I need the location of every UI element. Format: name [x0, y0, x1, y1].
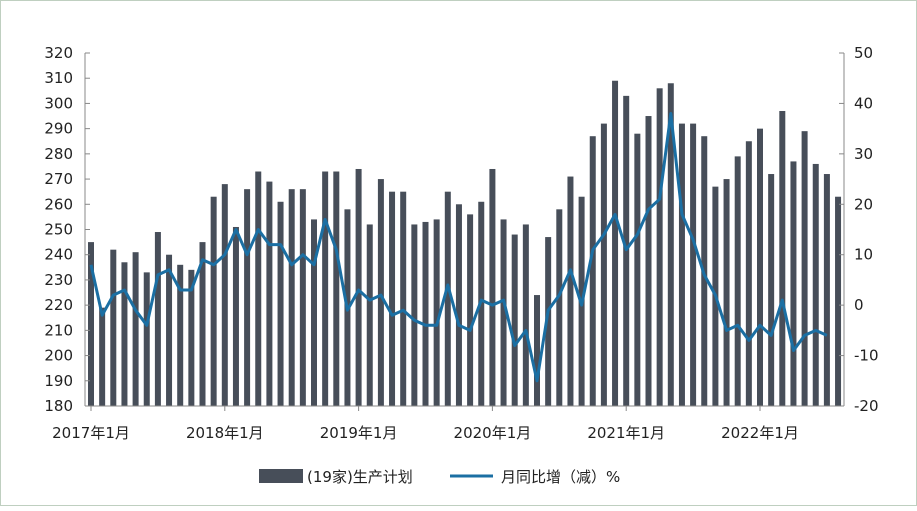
bar	[322, 172, 328, 406]
right-tick-label: 0	[854, 296, 864, 314]
bar	[99, 308, 105, 406]
bar	[679, 124, 685, 406]
bar	[222, 184, 228, 406]
left-tick-label: 300	[44, 94, 73, 112]
bar	[155, 232, 161, 406]
left-tick-label: 180	[44, 397, 73, 415]
bar	[144, 272, 150, 406]
bar	[400, 192, 406, 406]
right-tick-label: -10	[854, 347, 879, 365]
left-tick-label: 250	[44, 221, 73, 239]
legend-bar-label: (19家)生产计划	[307, 468, 413, 486]
bar	[690, 124, 696, 406]
bar	[333, 172, 339, 406]
bar	[790, 161, 796, 406]
bar	[311, 219, 317, 406]
bar	[289, 189, 295, 406]
right-tick-label: 50	[854, 44, 873, 62]
bar	[367, 224, 373, 406]
bar	[456, 204, 462, 406]
bar	[211, 197, 217, 406]
bar	[278, 202, 284, 406]
left-tick-label: 210	[44, 321, 73, 339]
bar	[467, 214, 473, 406]
left-tick-label: 190	[44, 372, 73, 390]
right-tick-label: 40	[854, 94, 873, 112]
bar	[724, 179, 730, 406]
right-tick-label: -20	[854, 397, 879, 415]
right-tick-label: 10	[854, 246, 873, 264]
bar	[389, 192, 395, 406]
bar	[634, 134, 640, 406]
bar	[300, 189, 306, 406]
bar	[567, 177, 573, 406]
bar	[255, 172, 261, 406]
bar	[612, 81, 618, 406]
left-tick-label: 290	[44, 120, 73, 138]
left-tick-label: 270	[44, 170, 73, 188]
x-tick-label: 2021年1月	[587, 424, 665, 442]
bar	[166, 255, 172, 406]
legend: (19家)生产计划 月同比增（减）%	[259, 468, 620, 486]
bar	[534, 295, 540, 406]
x-tick-label: 2018年1月	[186, 424, 264, 442]
bar	[356, 169, 362, 406]
left-tick-label: 310	[44, 69, 73, 87]
legend-line-label: 月同比增（减）%	[501, 468, 620, 486]
bar	[512, 235, 518, 406]
bar	[779, 111, 785, 406]
bar	[378, 179, 384, 406]
bar	[757, 129, 763, 406]
left-tick-label: 240	[44, 246, 73, 264]
bar	[768, 174, 774, 406]
left-tick-label: 260	[44, 195, 73, 213]
bar	[746, 141, 752, 406]
x-tick-label: 2019年1月	[320, 424, 398, 442]
bar	[835, 197, 841, 406]
bar	[523, 224, 529, 406]
right-tick-label: 20	[854, 195, 873, 213]
left-tick-label: 320	[44, 44, 73, 62]
bar	[824, 174, 830, 406]
bar	[657, 88, 663, 406]
x-tick-label: 2017年1月	[52, 424, 130, 442]
bar	[489, 169, 495, 406]
bar	[266, 182, 272, 406]
bar	[244, 189, 250, 406]
bar	[802, 131, 808, 406]
bar	[813, 164, 819, 406]
legend-bar-swatch	[259, 469, 303, 483]
bar	[735, 156, 741, 406]
bar	[233, 227, 239, 406]
bar	[646, 116, 652, 406]
left-tick-label: 200	[44, 347, 73, 365]
bar	[110, 250, 116, 406]
bar	[445, 192, 451, 406]
bar	[411, 224, 417, 406]
bar	[556, 209, 562, 406]
left-tick-label: 220	[44, 296, 73, 314]
right-tick-label: 30	[854, 145, 873, 163]
bar	[590, 136, 596, 406]
x-tick-label: 2020年1月	[454, 424, 532, 442]
bar	[121, 262, 127, 406]
bar	[423, 222, 429, 406]
left-tick-label: 280	[44, 145, 73, 163]
bar	[601, 124, 607, 406]
bar	[133, 252, 139, 406]
x-tick-label: 2022年1月	[721, 424, 799, 442]
left-tick-label: 230	[44, 271, 73, 289]
